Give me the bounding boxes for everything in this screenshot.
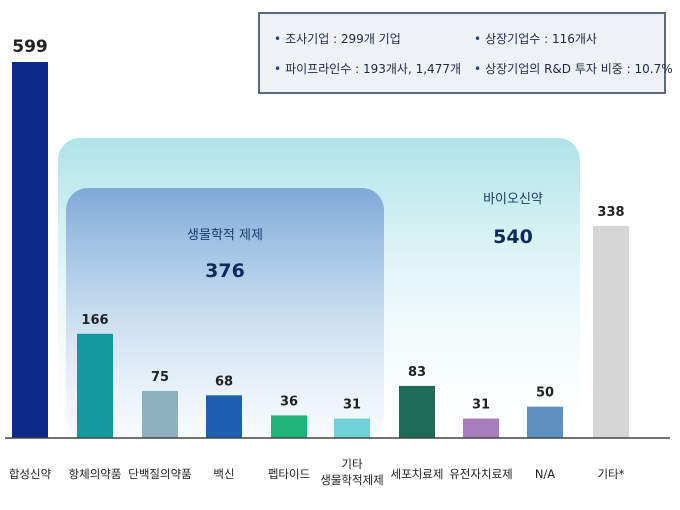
value-label-3: 68 (215, 374, 233, 389)
bar-9 (593, 225, 629, 438)
biologics-group-label: 생물학적 제제 (187, 228, 263, 243)
bar-4 (271, 415, 307, 438)
bullet-icon: • (274, 62, 282, 76)
value-label-2: 75 (151, 370, 169, 385)
category-label-1: 항체의약품 (69, 467, 122, 481)
category-label-3: 백신 (213, 467, 234, 481)
value-label-6: 83 (408, 365, 426, 380)
info-item-companies: • 조사기업 : 299개 기업 (274, 32, 401, 46)
info-item-rnd: • 상장기업의 R&D 투자 비중 : 10.7% (474, 62, 673, 76)
value-label-4: 36 (280, 394, 298, 409)
category-label-8: N/A (535, 467, 555, 481)
bar-6 (399, 385, 435, 438)
category-label-2: 단백질의약품 (128, 467, 191, 481)
info-item-pipelines: • 파이프라인수 : 193개사, 1,477개 (274, 62, 461, 76)
bar-0 (12, 62, 48, 438)
value-label-0: 599 (12, 37, 48, 57)
biologics-group-bg (66, 188, 384, 438)
bar-1 (77, 333, 113, 438)
category-label-0: 합성신약 (9, 467, 52, 481)
bar-3 (206, 395, 242, 438)
category-label-7: 유전자치료제 (449, 467, 512, 481)
value-label-1: 166 (81, 313, 108, 328)
bar-8 (527, 406, 563, 438)
category-label-4: 펩타이드 (268, 467, 310, 481)
biologics-group-total: 376 (205, 260, 245, 282)
bar-5 (334, 418, 370, 438)
value-label-5: 31 (343, 398, 361, 413)
value-label-9: 338 (597, 205, 624, 220)
bullet-icon: • (474, 62, 482, 76)
info-item-listed: • 상장기업수 : 116개사 (474, 32, 597, 46)
category-label-6: 세포치료제 (391, 467, 444, 481)
bar-2 (142, 390, 178, 438)
value-label-7: 31 (472, 398, 490, 413)
category-label-9: 기타* (598, 467, 625, 481)
value-label-8: 50 (536, 386, 554, 401)
info-box: • 조사기업 : 299개 기업 • 상장기업수 : 116개사 • 파이프라인수 :… (258, 12, 673, 94)
bar-7 (463, 418, 499, 438)
bio-group-total: 540 (493, 226, 533, 248)
category-label-5: 기타 생물학적제제 (320, 457, 383, 487)
bio-group-label: 바이오신약 (483, 192, 543, 207)
bullet-icon: • (474, 32, 482, 46)
bullet-icon: • (274, 32, 282, 46)
